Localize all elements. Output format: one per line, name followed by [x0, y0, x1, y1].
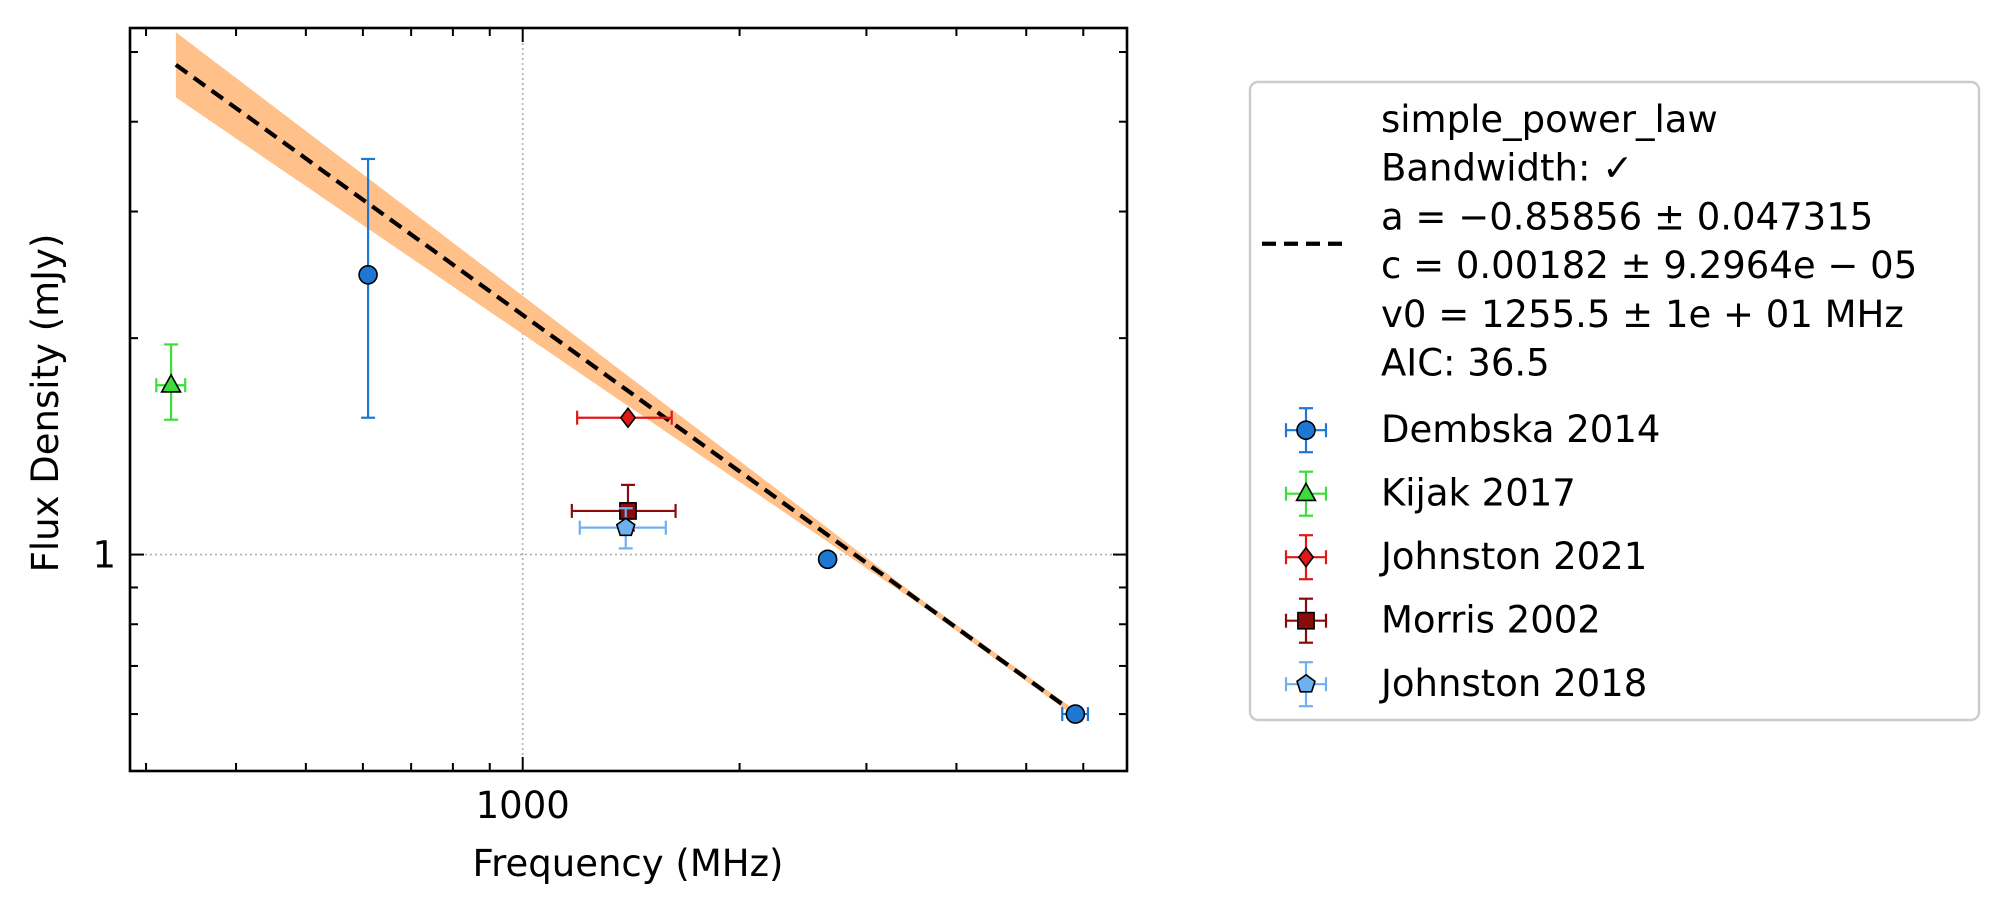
legend-entry: Johnston 2018 — [1284, 661, 1647, 708]
data-point — [817, 549, 838, 570]
legend-marker — [1296, 420, 1316, 441]
legend-label: Dembska 2014 — [1381, 408, 1660, 451]
legend-fit-text: c = 0.00182 ± 9.2964e − 05 — [1381, 244, 1917, 287]
legend-fit-text: a = −0.85856 ± 0.047315 — [1381, 195, 1873, 238]
legend-box — [1248, 80, 1981, 722]
point-marker — [160, 373, 182, 393]
legend-label: Johnston 2018 — [1379, 662, 1647, 705]
fit-band-layer — [175, 32, 1084, 724]
legend-fit-text: AIC: 36.5 — [1381, 342, 1550, 385]
y-tick-label: 1 — [92, 534, 116, 577]
legend-entry: Kijak 2017 — [1284, 470, 1576, 517]
data-point — [570, 483, 677, 532]
point-marker — [817, 549, 838, 570]
point-marker — [619, 406, 637, 429]
data-point — [155, 343, 187, 421]
legend-fit-text: Bandwidth: ✓ — [1381, 147, 1633, 190]
series-johnston-2021 — [576, 406, 673, 429]
fit-line — [174, 63, 1085, 722]
legend-label: Morris 2002 — [1381, 599, 1601, 642]
point-marker — [615, 517, 636, 537]
legend-marker — [1296, 673, 1316, 693]
legend-marker — [1297, 611, 1315, 630]
data-point — [358, 157, 378, 419]
plot-frame — [128, 26, 1129, 773]
axes: 1000 1 — [92, 26, 1129, 827]
grid-lines — [130, 28, 1127, 771]
error-bars — [361, 157, 376, 419]
series-morris-2002 — [570, 483, 677, 532]
series-johnston-2018 — [578, 507, 667, 550]
data-points-layer — [155, 157, 1090, 724]
data-point — [576, 406, 673, 429]
point-marker — [1065, 704, 1086, 724]
fit-uncertainty-band — [175, 32, 1084, 724]
legend-fit-text: simple_power_law — [1381, 98, 1718, 141]
legend: simple_power_law Bandwidth: ✓ a = −0.85856… — [1248, 80, 1981, 722]
point-marker — [619, 502, 637, 520]
legend-entry: Dembska 2014 — [1284, 407, 1660, 454]
legend-label: Kijak 2017 — [1381, 472, 1576, 515]
legend-entry: Johnston 2021 — [1284, 534, 1647, 581]
y-axis-label: Flux Density (mJy) — [24, 234, 67, 573]
legend-marker — [1295, 481, 1317, 502]
data-point — [578, 507, 667, 550]
axis-labels: Frequency (MHz) Flux Density (mJy) — [24, 234, 783, 885]
legend-fit-text: v0 = 1255.5 ± 1e + 01 MHz — [1381, 293, 1904, 336]
point-marker — [358, 264, 378, 285]
legend-error-bars — [1284, 407, 1328, 454]
data-point — [1061, 704, 1090, 724]
series-dembska-2014 — [358, 157, 1090, 724]
legend-marker — [1297, 546, 1315, 568]
fit-line-layer — [174, 63, 1085, 722]
x-tick-label: 1000 — [476, 784, 570, 827]
series-kijak-2017 — [155, 343, 187, 421]
legend-label: Johnston 2021 — [1379, 535, 1647, 578]
legend-entry: Morris 2002 — [1284, 597, 1601, 644]
x-axis-label: Frequency (MHz) — [473, 842, 784, 885]
